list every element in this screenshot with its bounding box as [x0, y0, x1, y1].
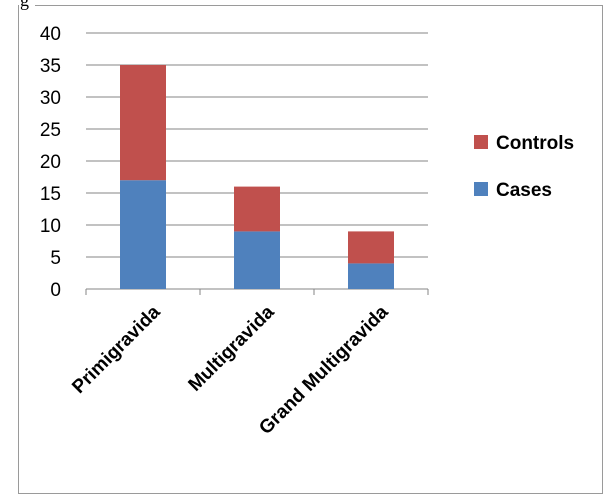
- y-tick-label: 5: [50, 248, 61, 269]
- bar-controls: [234, 187, 280, 232]
- legend-swatch-cases: [474, 182, 488, 196]
- y-tick-label: 0: [50, 280, 61, 301]
- bar-controls: [348, 231, 394, 263]
- y-tick-label: 35: [40, 56, 61, 77]
- category-label: Grand Multigravida: [255, 301, 393, 439]
- y-tick-label: 40: [40, 24, 61, 45]
- y-tick-label: 30: [40, 88, 61, 109]
- category-label: Primigravida: [68, 301, 165, 398]
- y-tick-label: 10: [40, 216, 61, 237]
- legend-label-controls: Controls: [496, 133, 574, 154]
- category-label: Multigravida: [185, 301, 279, 395]
- legend-swatch-controls: [474, 135, 488, 149]
- bar-cases: [348, 263, 394, 289]
- y-tick-label: 15: [40, 184, 61, 205]
- bar-cases: [120, 180, 166, 289]
- y-tick-label: 20: [40, 152, 61, 173]
- y-tick-label: 25: [40, 120, 61, 141]
- bar-cases: [234, 231, 280, 289]
- bar-controls: [120, 65, 166, 180]
- legend-label-cases: Cases: [496, 180, 552, 201]
